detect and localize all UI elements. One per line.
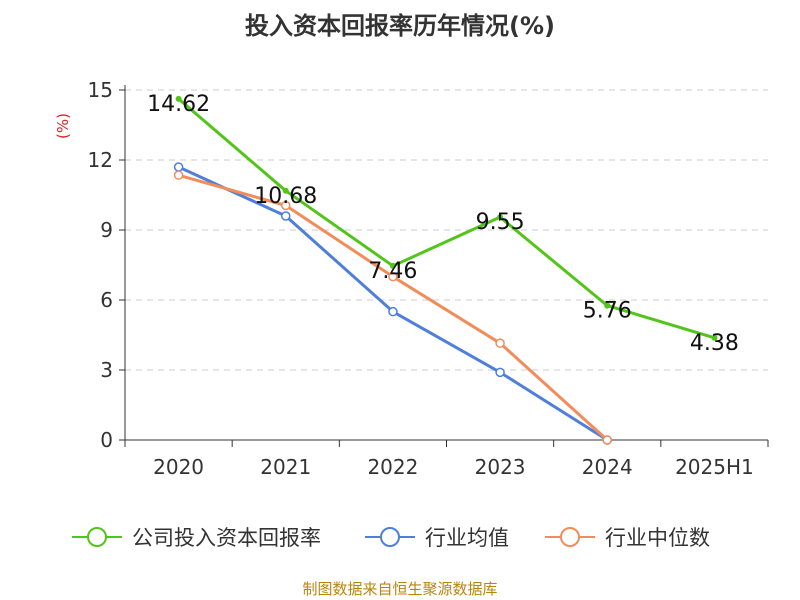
source-note: 制图数据来自恒生聚源数据库 xyxy=(302,580,498,598)
legend-label: 公司投入资本回报率 xyxy=(132,526,321,550)
data-label: 5.76 xyxy=(583,299,632,324)
data-point xyxy=(389,262,396,269)
data-point xyxy=(497,214,504,221)
data-point xyxy=(175,95,182,102)
x-tick-label: 2025H1 xyxy=(675,455,754,479)
data-point xyxy=(173,162,184,172)
data-point xyxy=(388,306,398,317)
y-tick-label: 3 xyxy=(100,358,113,382)
chart-title: 投入资本回报率历年情况(%) xyxy=(245,12,555,40)
data-point xyxy=(711,334,718,341)
y-tick-label: 12 xyxy=(88,148,113,172)
data-point xyxy=(281,211,291,221)
data-point xyxy=(281,200,291,211)
data-point xyxy=(388,271,398,282)
data-point xyxy=(173,170,184,180)
legend-marker xyxy=(560,527,580,547)
x-tick-label: 2021 xyxy=(260,455,311,479)
series-line xyxy=(177,97,715,340)
y-tick-label: 0 xyxy=(100,428,113,452)
data-point xyxy=(602,435,612,445)
data-label: 14.62 xyxy=(147,92,210,117)
y-tick-label: 15 xyxy=(88,78,113,102)
legend-label: 行业中位数 xyxy=(605,526,710,550)
data-label: 10.68 xyxy=(254,184,317,209)
series-line xyxy=(177,165,609,442)
x-tick-label: 2020 xyxy=(153,455,204,479)
data-point xyxy=(495,338,505,348)
data-label: 9.55 xyxy=(476,210,525,235)
x-tick-label: 2024 xyxy=(582,455,633,479)
data-point xyxy=(495,367,505,378)
legend-label: 行业均值 xyxy=(425,526,509,550)
y-axis-unit-label: (%) xyxy=(54,113,72,139)
legend-marker xyxy=(380,527,400,547)
x-tick-label: 2022 xyxy=(367,455,418,479)
data-label: 4.38 xyxy=(690,331,739,356)
y-tick-label: 6 xyxy=(100,288,113,312)
x-tick-label: 2023 xyxy=(475,455,526,479)
legend-marker xyxy=(87,527,107,547)
data-point xyxy=(604,302,611,309)
y-tick-label: 9 xyxy=(100,218,113,242)
data-label: 7.46 xyxy=(368,259,417,284)
data-point xyxy=(282,187,289,194)
